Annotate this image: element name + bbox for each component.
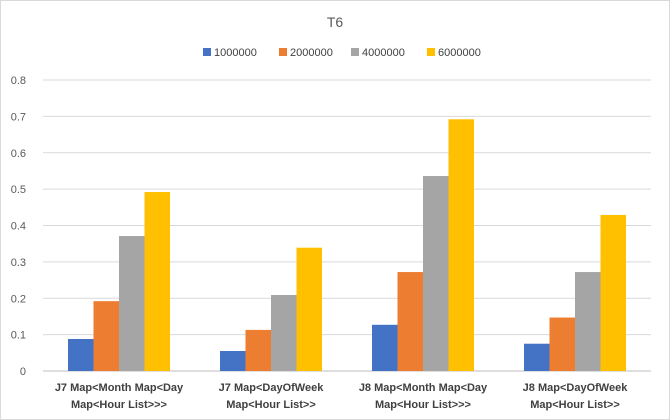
x-category-label-3-line-1: J8 Map<Month Map<Day xyxy=(359,382,488,394)
bar-4000000-category-1 xyxy=(119,236,145,371)
bar-1000000-category-1 xyxy=(68,338,94,371)
bar-4000000-category-4 xyxy=(575,272,601,371)
y-tick-label-0: 0 xyxy=(20,366,26,378)
legend-label-4000000: 4000000 xyxy=(362,47,405,59)
legend: 1000000 2000000 4000000 6000000 xyxy=(203,47,481,59)
y-tick-label-0.3: 0.3 xyxy=(11,257,26,269)
x-axis: J7 Map<Month Map<Day Map<Hour List>>> J7 M… xyxy=(55,382,628,411)
legend-swatch-4000000 xyxy=(351,48,359,56)
legend-swatch-1000000 xyxy=(203,48,211,56)
bar-2000000-category-1 xyxy=(93,301,119,371)
bar-1000000-category-3 xyxy=(372,324,398,371)
bar-6000000-category-4 xyxy=(600,214,626,371)
y-tick-label-0.7: 0.7 xyxy=(11,111,26,123)
bar-6000000-category-1 xyxy=(144,192,170,371)
legend-label-1000000: 1000000 xyxy=(214,47,257,59)
x-category-label-1-line-1: J7 Map<Month Map<Day xyxy=(55,382,184,394)
bar-4000000-category-3 xyxy=(423,176,449,371)
legend-label-6000000: 6000000 xyxy=(438,47,481,59)
bars xyxy=(68,119,626,371)
x-category-label-2-line-2: Map<Hour List>> xyxy=(226,399,316,411)
y-tick-label-0.1: 0.1 xyxy=(11,330,26,342)
bar-2000000-category-2 xyxy=(245,329,271,371)
bar-2000000-category-3 xyxy=(397,272,423,371)
bar-1000000-category-4 xyxy=(524,343,550,371)
x-category-label-4-line-1: J8 Map<DayOfWeek xyxy=(523,382,629,394)
bar-1000000-category-2 xyxy=(220,350,246,371)
bar-4000000-category-2 xyxy=(271,294,297,371)
bar-2000000-category-4 xyxy=(549,317,575,371)
x-category-label-4-line-2: Map<Hour List>> xyxy=(530,399,620,411)
y-tick-label-0.6: 0.6 xyxy=(11,148,26,160)
legend-swatch-2000000 xyxy=(279,48,287,56)
x-category-label-3-line-2: Map<Hour List>>> xyxy=(375,399,471,411)
x-category-label-2-line-1: J7 Map<DayOfWeek xyxy=(219,382,325,394)
legend-swatch-6000000 xyxy=(427,48,435,56)
y-tick-label-0.5: 0.5 xyxy=(11,184,26,196)
x-category-label-1-line-2: Map<Hour List>>> xyxy=(71,399,167,411)
bar-6000000-category-3 xyxy=(448,119,474,371)
y-tick-label-0.2: 0.2 xyxy=(11,293,26,305)
y-tick-label-0.4: 0.4 xyxy=(11,221,26,233)
legend-label-2000000: 2000000 xyxy=(290,47,333,59)
chart-title: T6 xyxy=(327,14,344,30)
bar-6000000-category-2 xyxy=(296,247,322,371)
y-tick-label-0.8: 0.8 xyxy=(11,75,26,87)
